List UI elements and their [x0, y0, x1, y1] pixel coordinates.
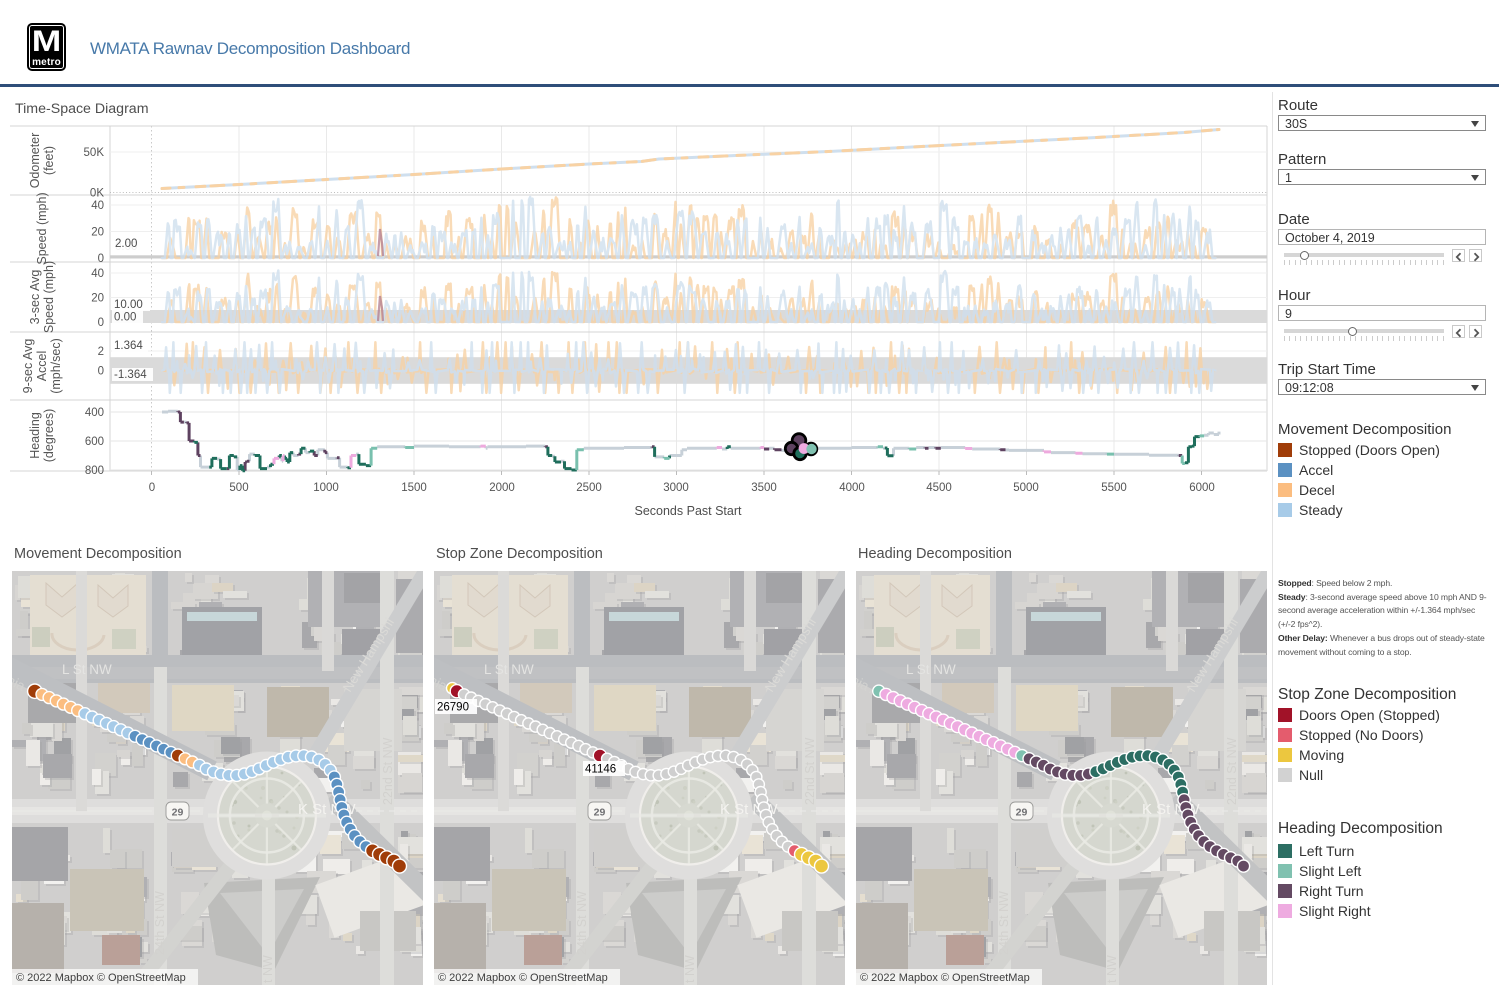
- svg-text:Speed (mph): Speed (mph): [42, 261, 56, 333]
- svg-text:Seconds Past Start: Seconds Past Start: [634, 504, 742, 518]
- svg-text:3000: 3000: [663, 482, 689, 494]
- svg-text:3500: 3500: [751, 482, 777, 494]
- svg-text:5000: 5000: [1013, 482, 1039, 494]
- svg-text:0: 0: [98, 366, 104, 378]
- svg-text:2500: 2500: [576, 482, 602, 494]
- svg-text:0: 0: [98, 317, 104, 329]
- svg-text:2000: 2000: [489, 482, 515, 494]
- svg-text:2.00: 2.00: [115, 238, 137, 250]
- svg-text:41146: 41146: [585, 764, 616, 776]
- svg-text:40: 40: [91, 268, 104, 280]
- svg-text:Odometer: Odometer: [28, 133, 42, 189]
- svg-text:0: 0: [149, 482, 155, 494]
- svg-text:(mph/sec): (mph/sec): [49, 338, 63, 394]
- svg-text:© 2022 Mapbox © OpenStreetMap: © 2022 Mapbox © OpenStreetMap: [860, 972, 1030, 984]
- svg-text:4500: 4500: [926, 482, 952, 494]
- svg-text:2: 2: [98, 346, 104, 358]
- svg-text:(degrees): (degrees): [42, 409, 56, 463]
- svg-text:(feet): (feet): [42, 146, 56, 175]
- svg-text:0: 0: [98, 253, 104, 265]
- svg-text:9-sec Avg: 9-sec Avg: [21, 339, 35, 394]
- svg-text:Speed (mph): Speed (mph): [35, 192, 49, 264]
- svg-text:50K: 50K: [84, 147, 105, 159]
- svg-text:40: 40: [91, 200, 104, 212]
- svg-text:4000: 4000: [839, 482, 865, 494]
- svg-text:Accel: Accel: [35, 351, 49, 382]
- svg-text:3-sec Avg: 3-sec Avg: [28, 270, 42, 325]
- svg-text:600: 600: [85, 436, 104, 448]
- svg-text:400: 400: [85, 407, 104, 419]
- svg-text:1000: 1000: [313, 482, 339, 494]
- svg-text:1.364: 1.364: [114, 340, 143, 352]
- svg-text:26790: 26790: [437, 702, 469, 714]
- svg-text:20: 20: [91, 293, 104, 305]
- svg-text:© 2022 Mapbox © OpenStreetMap: © 2022 Mapbox © OpenStreetMap: [438, 972, 608, 984]
- svg-text:1500: 1500: [401, 482, 427, 494]
- svg-text:0.00: 0.00: [114, 312, 136, 324]
- svg-text:20: 20: [91, 227, 104, 239]
- svg-text:Heading: Heading: [28, 412, 42, 459]
- svg-text:800: 800: [85, 465, 104, 477]
- svg-text:0K: 0K: [90, 188, 104, 200]
- svg-text:-1.364: -1.364: [114, 369, 147, 381]
- svg-text:5500: 5500: [1101, 482, 1127, 494]
- svg-text:10.00: 10.00: [114, 299, 143, 311]
- svg-text:500: 500: [229, 482, 248, 494]
- svg-text:© 2022 Mapbox © OpenStreetMap: © 2022 Mapbox © OpenStreetMap: [16, 972, 186, 984]
- svg-text:6000: 6000: [1189, 482, 1215, 494]
